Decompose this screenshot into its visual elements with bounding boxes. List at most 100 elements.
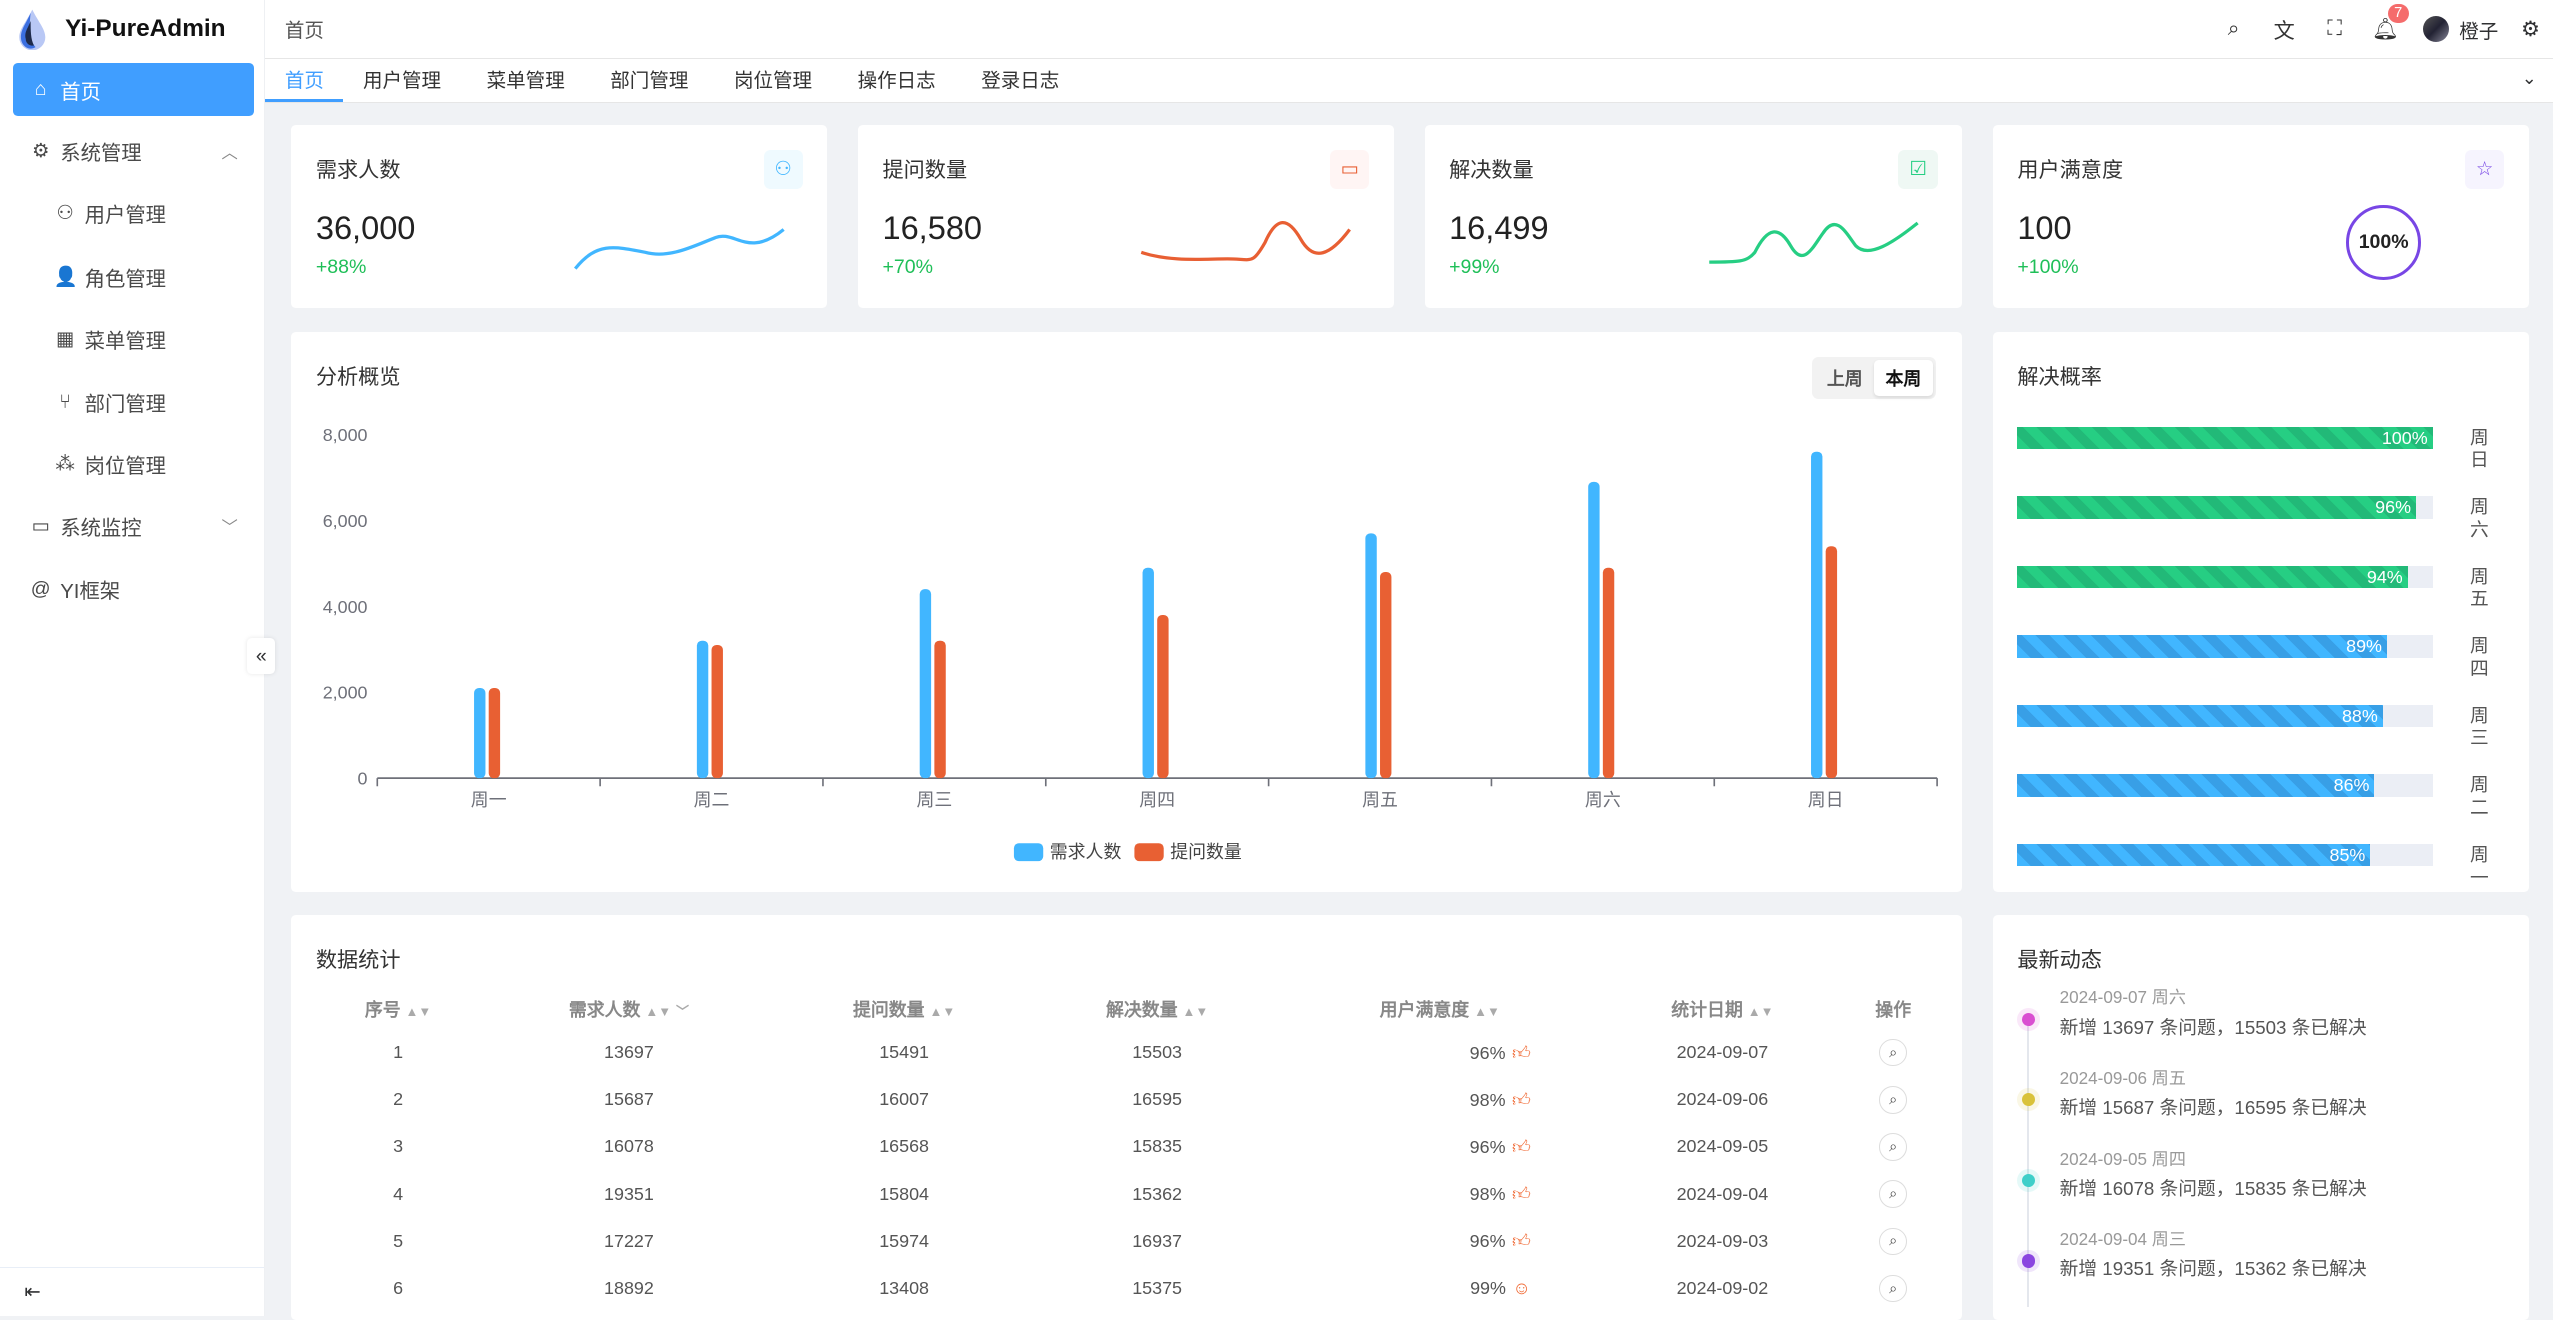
table-cell: 98% 👍︎	[1284, 1076, 1596, 1123]
resolve-rate-row: 100% 周日	[2017, 426, 2505, 470]
stat-percent: +100%	[2017, 255, 2079, 278]
column-header-label: 序号	[364, 1000, 401, 1021]
message-icon: ▭	[1330, 149, 1370, 189]
timeline-date: 2024-09-06 周五	[2059, 1069, 2186, 1088]
day-label: 周五	[2469, 565, 2489, 610]
legend-label[interactable]: 需求人数	[1050, 842, 1122, 862]
sidebar-item-system[interactable]: ⚙ 系统管理 ︿	[13, 125, 254, 177]
filter-chevron-icon[interactable]: ﹀	[675, 1004, 689, 1020]
avatar[interactable]	[2423, 16, 2450, 43]
sidebar-collapse-toggle[interactable]: ⇤	[0, 1266, 264, 1316]
view-detail-button[interactable]: ⌕	[1879, 1227, 1908, 1256]
legend-label[interactable]: 提问数量	[1171, 842, 1243, 862]
tab-operation-log[interactable]: 操作日志	[857, 70, 936, 93]
search-icon[interactable]: ⌕	[2227, 17, 2240, 41]
sidebar-item-depts[interactable]: ⑂ 部门管理	[13, 376, 254, 428]
sidebar-item-menus[interactable]: ▦ 菜单管理	[13, 313, 254, 365]
sort-icon[interactable]: ▲▼	[645, 1004, 672, 1020]
sort-icon[interactable]: ▲▼	[1474, 1004, 1500, 1020]
tabs-bar: 首页 用户管理 菜单管理 部门管理 岗位管理 操作日志 登录日志 ⌄	[265, 58, 2553, 103]
progress-fill: 100%	[2017, 426, 2433, 450]
view-detail-button[interactable]: ⌕	[1879, 1038, 1908, 1067]
last-week-button[interactable]: 上周	[1826, 368, 1863, 389]
role-icon: 👤	[53, 265, 79, 288]
logo[interactable]: Yi-PureAdmin	[0, 0, 264, 59]
column-header[interactable]: 统计日期 ▲▼	[1596, 990, 1849, 1029]
view-detail-button[interactable]: ⌕	[1879, 1133, 1908, 1161]
progress-track: 100%	[2017, 426, 2433, 450]
tab-users[interactable]: 用户管理	[363, 70, 442, 93]
bell-icon[interactable]: 🔔︎ 7	[2360, 3, 2410, 42]
column-header[interactable]: 提问数量 ▲▼	[778, 990, 1031, 1029]
sort-icon[interactable]: ▲▼	[405, 1004, 432, 1020]
timeline-date: 2024-09-05 周四	[2059, 1149, 2186, 1169]
tab-home[interactable]: 首页	[265, 59, 344, 102]
column-header[interactable]: 解决数量 ▲▼	[1031, 990, 1284, 1029]
sidebar-item-yi-framework[interactable]: @ YI框架	[13, 563, 254, 615]
sidebar-item-roles[interactable]: 👤 角色管理	[13, 251, 254, 303]
settings-gear-icon[interactable]: ⚙	[2521, 18, 2540, 42]
bar-demand	[1588, 481, 1601, 779]
x-tick-label: 周一	[471, 790, 507, 810]
view-detail-button[interactable]: ⌕	[1879, 1274, 1908, 1303]
resolve-rate-row: 94% 周五	[2017, 565, 2505, 609]
week-toggle: 上周 本周	[1812, 356, 1936, 399]
column-header[interactable]: 操作	[1849, 990, 1938, 1029]
table-cell: 15804	[879, 1183, 929, 1204]
timeline-text: 新增 16078 条问题，15835 条已解决	[2059, 1177, 2367, 1199]
nodes-icon: ⁂	[55, 453, 75, 476]
collapse-sidebar-button[interactable]: «	[247, 638, 276, 675]
table-cell: 2024-09-04	[1676, 1183, 1769, 1204]
branch-icon: ⑂	[59, 390, 71, 413]
tab-login-log[interactable]: 登录日志	[981, 70, 1060, 93]
column-header[interactable]: 序号 ▲▼	[316, 990, 480, 1029]
column-header[interactable]: 需求人数 ▲▼ ﹀	[480, 990, 777, 1029]
table-cell: 16937	[1132, 1230, 1183, 1251]
stat-percent: +88%	[315, 255, 367, 278]
this-week-button[interactable]: 本周	[1874, 359, 1933, 396]
menu-fold-icon: ⇤	[24, 1280, 41, 1303]
sort-icon[interactable]: ▲▼	[1182, 1004, 1209, 1020]
progress-track: 89%	[2017, 635, 2433, 658]
sidebar-item-label: 用户管理	[84, 205, 167, 228]
chevron-down-icon[interactable]: ⌄	[2521, 68, 2537, 89]
sidebar-item-home[interactable]: ⌂ 首页	[13, 63, 254, 116]
table-cell: 15362	[1132, 1183, 1183, 1204]
view-detail-button[interactable]: ⌕	[1879, 1085, 1908, 1114]
sidebar-item-users[interactable]: ⚇ 用户管理	[13, 187, 254, 239]
column-header-label: 统计日期	[1671, 1000, 1743, 1021]
column-header-label: 解决数量	[1105, 1000, 1178, 1021]
view-detail-button[interactable]: ⌕	[1879, 1180, 1908, 1209]
table-cell: 19351	[604, 1183, 654, 1204]
table-cell: 2	[393, 1089, 404, 1110]
table-cell: 15375	[1132, 1278, 1183, 1299]
day-label: 周一	[2469, 843, 2489, 888]
sidebar-item-monitor[interactable]: ▭ 系统监控 ﹀	[13, 500, 254, 552]
fullscreen-icon[interactable]: ⛶	[2327, 17, 2343, 41]
stat-percent: +99%	[1449, 255, 1500, 278]
thumbs-up-icon: 👍︎	[1512, 1089, 1531, 1110]
sort-icon[interactable]: ▲▼	[929, 1004, 956, 1020]
double-chevron-left-icon: «	[255, 644, 267, 667]
sidebar-item-posts[interactable]: ⁂ 岗位管理	[13, 438, 254, 490]
thumbs-up-icon: 👍︎	[1512, 1136, 1531, 1157]
timeline-date: 2024-09-07 周六	[2059, 988, 2186, 1008]
progress-fill: 86%	[2017, 774, 2375, 797]
y-tick-label: 0	[358, 769, 368, 789]
sort-icon[interactable]: ▲▼	[1747, 1004, 1774, 1020]
progress-fill: 85%	[2017, 843, 2371, 867]
breadcrumb[interactable]: 首页	[284, 20, 324, 43]
progress-track: 88%	[2017, 704, 2433, 728]
progress-fill: 96%	[2017, 496, 2416, 519]
translate-icon[interactable]: 文	[2273, 19, 2295, 43]
tab-depts[interactable]: 部门管理	[610, 70, 689, 93]
column-header[interactable]: 用户满意度 ▲▼	[1284, 990, 1596, 1029]
username[interactable]: 橙子	[2459, 20, 2499, 43]
tab-posts[interactable]: 岗位管理	[733, 70, 812, 93]
header: 首页 ⌕ 文 ⛶ 🔔︎ 7 橙子 ⚙	[265, 0, 2553, 59]
smile-icon: ☺	[1512, 1278, 1531, 1299]
legend-swatch	[1014, 843, 1044, 862]
chevron-down-icon: ﹀	[221, 518, 238, 537]
sidebar-item-label: 角色管理	[84, 268, 167, 291]
tab-menus[interactable]: 菜单管理	[486, 70, 565, 93]
